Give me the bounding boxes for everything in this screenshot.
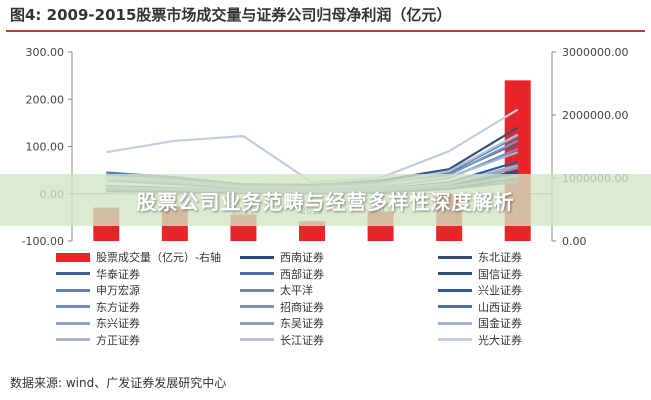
left-tick-label: -100.00 [22, 235, 64, 248]
volume-bar-2012 [299, 221, 325, 241]
chart-title: 图4: 2009-2015股票市场成交量与证券公司归母净利润（亿元） [10, 6, 452, 24]
right-tick-label: 2000000.00 [562, 109, 628, 122]
watermark-caption: 股票公司业务范畴与经营多样性深度解析 [136, 189, 515, 214]
left-tick-label: 300.00 [26, 46, 65, 59]
source-note: 数据来源: wind、广发证券发展研究中心 [10, 376, 227, 390]
title-underline [6, 30, 645, 32]
watermark-banner: 股票公司业务范畴与经营多样性深度解析 [0, 174, 651, 226]
left-tick-label: 100.00 [26, 141, 65, 154]
right-tick-label: 0.00 [562, 235, 587, 248]
right-tick-label: 3000000.00 [562, 46, 628, 59]
left-tick-label: 200.00 [26, 93, 65, 106]
